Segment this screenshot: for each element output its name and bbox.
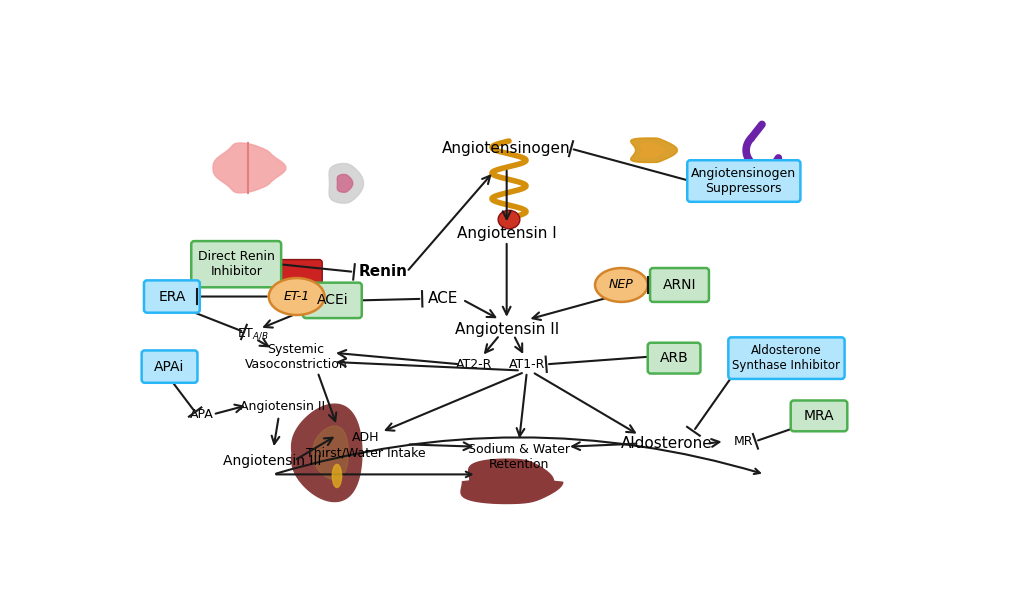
FancyBboxPatch shape xyxy=(728,337,845,379)
Text: Angiotensin II: Angiotensin II xyxy=(240,400,326,413)
Text: Angiotensin II: Angiotensin II xyxy=(455,322,558,337)
Ellipse shape xyxy=(269,278,325,315)
FancyBboxPatch shape xyxy=(791,401,847,431)
Text: AT1-R: AT1-R xyxy=(509,358,545,371)
Polygon shape xyxy=(292,404,362,502)
Polygon shape xyxy=(213,143,286,193)
Text: Angiotensin III: Angiotensin III xyxy=(223,453,322,467)
FancyBboxPatch shape xyxy=(647,343,700,374)
FancyBboxPatch shape xyxy=(266,259,323,284)
Text: Angiotensinogen: Angiotensinogen xyxy=(443,141,571,156)
Polygon shape xyxy=(329,164,364,203)
Text: Direct Renin
Inhibitor: Direct Renin Inhibitor xyxy=(197,250,275,278)
Text: APA: APA xyxy=(189,408,213,421)
Text: ET-1: ET-1 xyxy=(283,290,310,303)
FancyBboxPatch shape xyxy=(191,241,281,287)
Text: Renin: Renin xyxy=(359,264,408,280)
Text: ADH
Thirst/Water Intake: ADH Thirst/Water Intake xyxy=(306,431,425,459)
FancyBboxPatch shape xyxy=(303,282,362,318)
Ellipse shape xyxy=(595,268,647,302)
Text: Systemic
Vasoconstriction: Systemic Vasoconstriction xyxy=(244,343,347,371)
Text: MRA: MRA xyxy=(803,409,834,423)
FancyBboxPatch shape xyxy=(650,268,709,302)
Polygon shape xyxy=(640,144,664,157)
Text: AT2-R: AT2-R xyxy=(456,358,492,371)
FancyBboxPatch shape xyxy=(142,350,197,383)
Text: NEP: NEP xyxy=(609,278,634,291)
Polygon shape xyxy=(313,426,348,480)
Ellipse shape xyxy=(332,465,341,488)
Text: ARNI: ARNI xyxy=(663,278,696,292)
Text: ET$_{A/B}$: ET$_{A/B}$ xyxy=(237,326,269,341)
Text: Sodium & Water
Retention: Sodium & Water Retention xyxy=(468,443,570,470)
Text: ERA: ERA xyxy=(158,290,185,304)
Text: Angiotensin I: Angiotensin I xyxy=(457,226,556,241)
Polygon shape xyxy=(337,174,353,192)
Text: Aldosterone
Synthase Inhibitor: Aldosterone Synthase Inhibitor xyxy=(732,344,841,372)
Text: Angiotensinogen
Suppressors: Angiotensinogen Suppressors xyxy=(692,167,796,195)
Text: MR: MR xyxy=(734,435,754,448)
Ellipse shape xyxy=(498,210,520,229)
Text: ARB: ARB xyxy=(660,351,689,365)
Polygon shape xyxy=(461,459,562,504)
Polygon shape xyxy=(631,138,677,163)
Text: ACEi: ACEi xyxy=(316,293,348,307)
FancyBboxPatch shape xyxy=(688,160,800,202)
FancyBboxPatch shape xyxy=(144,280,200,313)
Text: ACE: ACE xyxy=(428,291,458,306)
Text: APAi: APAi xyxy=(154,359,185,374)
Text: Aldosterone: Aldosterone xyxy=(620,436,712,451)
